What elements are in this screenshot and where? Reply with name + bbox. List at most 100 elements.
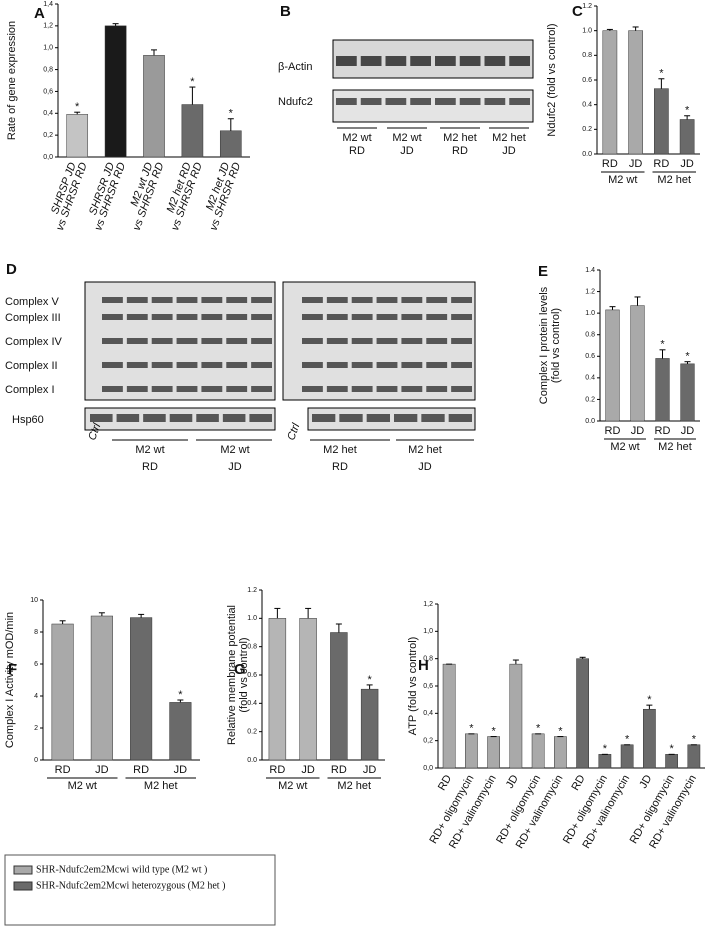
- band: [176, 314, 198, 320]
- x-tick-label: JD: [631, 425, 645, 437]
- significance: *: [625, 734, 630, 746]
- error-bar: [138, 613, 145, 618]
- bar: [169, 702, 192, 761]
- lane-label: RD: [349, 145, 365, 157]
- band: [102, 362, 123, 368]
- y-tick-label: 0,0: [423, 765, 433, 772]
- significance: *: [692, 734, 697, 746]
- bar: [630, 305, 645, 422]
- y-tick-label: 6: [34, 661, 38, 668]
- row-label: β-Actin: [278, 61, 312, 73]
- group-label: M2 het: [144, 780, 178, 792]
- band: [102, 314, 123, 320]
- y-tick-label: 0,4: [43, 110, 53, 117]
- y-tick-label: 1.2: [582, 3, 592, 10]
- chart: C Ndufc2 (fold vs control) 0.0 0.2 0.4 0.6 0.8…: [546, 3, 700, 186]
- y-tick-label: 0.0: [585, 418, 595, 425]
- bar: [576, 658, 589, 769]
- error-bar: [579, 656, 586, 659]
- lane-label: RD: [452, 145, 468, 157]
- band: [176, 297, 198, 303]
- lane-label: M2 het: [443, 132, 477, 144]
- significance: *: [469, 723, 474, 735]
- significance: *: [491, 725, 496, 737]
- y-axis-label: (fold vs control): [550, 308, 562, 383]
- band: [451, 314, 472, 320]
- x-tick-label: JD: [301, 764, 315, 776]
- band: [401, 338, 423, 344]
- y-tick-label: 0,2: [43, 132, 53, 139]
- bar: [655, 358, 670, 422]
- band: [385, 98, 407, 105]
- blot: [332, 89, 534, 123]
- band: [351, 314, 373, 320]
- band: [459, 98, 481, 105]
- group-label: M2 wt: [610, 441, 639, 453]
- band: [226, 386, 248, 392]
- x-tick-label: RD: [133, 764, 149, 776]
- lane-label: JD: [502, 145, 516, 157]
- band: [126, 338, 148, 344]
- band: [126, 297, 148, 303]
- band: [451, 386, 472, 392]
- legend-entry: SHR-Ndufc2em2Mcwi wild type (M2 wt ): [36, 864, 207, 875]
- error-bar: [227, 118, 234, 131]
- band: [176, 386, 198, 392]
- y-tick-label: 0.8: [582, 52, 592, 59]
- y-tick-label: 1,0: [43, 45, 53, 52]
- error-bar: [335, 623, 342, 633]
- band: [226, 314, 248, 320]
- band: [251, 314, 272, 320]
- bar: [509, 663, 523, 769]
- band: [102, 297, 123, 303]
- bar: [487, 736, 500, 769]
- x-tick-label: RD: [436, 773, 454, 793]
- y-tick-label: 8: [34, 629, 38, 636]
- row-label: Complex III: [5, 312, 61, 324]
- significance: *: [669, 743, 674, 755]
- band: [151, 314, 173, 320]
- y-tick-label: 1.4: [585, 267, 595, 274]
- band: [401, 297, 423, 303]
- y-tick-label: 0.8: [585, 332, 595, 339]
- band: [410, 56, 431, 66]
- y-tick-label: 0.8: [247, 644, 257, 651]
- y-tick-label: 1.0: [585, 310, 595, 317]
- x-tick-label: RD: [602, 158, 618, 170]
- panel-letter: H: [418, 657, 429, 674]
- bar: [330, 632, 348, 761]
- y-tick-label: 0.4: [582, 102, 592, 109]
- significance: *: [647, 694, 652, 706]
- band: [360, 98, 382, 105]
- bar: [620, 744, 634, 769]
- error-bar: [274, 607, 281, 619]
- band: [426, 297, 448, 303]
- band: [151, 338, 173, 344]
- group-label: M2 wt: [608, 174, 637, 186]
- band: [376, 386, 398, 392]
- y-tick-label: 0.6: [585, 353, 595, 360]
- band: [126, 314, 148, 320]
- band: [426, 386, 448, 392]
- band: [451, 297, 472, 303]
- y-tick-label: 1,4: [43, 1, 53, 8]
- blot: [307, 407, 476, 431]
- band: [226, 297, 248, 303]
- y-tick-label: 1.2: [247, 587, 257, 594]
- group-label: JD: [228, 461, 242, 473]
- x-tick-label: RD: [653, 158, 669, 170]
- band: [143, 414, 166, 422]
- error-bar: [659, 349, 666, 359]
- significance: *: [229, 108, 234, 120]
- x-tick-label: JD: [680, 158, 694, 170]
- band: [336, 56, 357, 66]
- x-tick-label: RD: [55, 764, 71, 776]
- band: [226, 338, 248, 344]
- bar: [665, 754, 678, 769]
- band: [509, 98, 530, 105]
- band: [90, 414, 113, 422]
- bar: [268, 618, 287, 761]
- band: [426, 338, 448, 344]
- row-label: Complex IV: [5, 336, 63, 348]
